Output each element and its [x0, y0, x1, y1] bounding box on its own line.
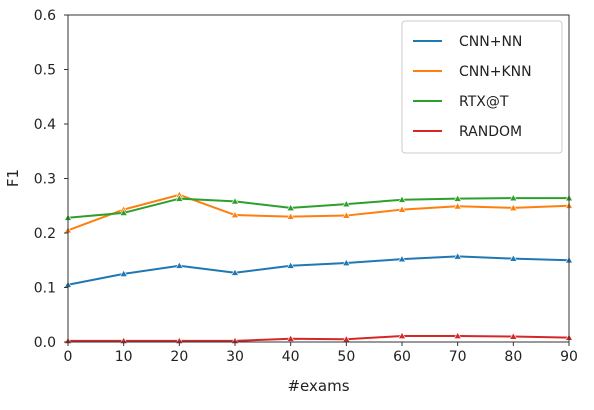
data-point [509, 203, 518, 211]
series-line-random [67, 335, 570, 342]
series-line-rtx-t [67, 197, 570, 219]
legend: CNN+NN CNN+KNN RTX@T RANDOM [401, 20, 563, 154]
data-point [342, 211, 351, 219]
x-tick-label: 90 [560, 349, 578, 365]
x-tick-label: 50 [337, 349, 355, 365]
data-point [230, 210, 240, 219]
x-tick-label: 60 [393, 349, 411, 365]
x-tick-label: 30 [226, 349, 244, 365]
data-point [230, 268, 240, 276]
plot-frame [67, 14, 570, 343]
x-tick-label: 0 [64, 349, 73, 365]
legend-label: RANDOM [459, 124, 522, 140]
data-point [119, 208, 128, 216]
data-point [397, 331, 407, 340]
data-point [509, 193, 518, 202]
legend-item-cnn-knn: CNN+KNN [413, 64, 532, 80]
data-point [175, 261, 184, 269]
legend-label: RTX@T [459, 94, 509, 110]
x-tick-label: 40 [282, 349, 300, 365]
data-point [397, 254, 407, 263]
y-tick-label: 0.3 [34, 172, 56, 188]
series-line-cnn-knn [67, 193, 570, 232]
x-tick-label: 70 [449, 349, 467, 365]
x-axis-label: #exams [287, 377, 349, 395]
legend-label: CNN+KNN [459, 64, 532, 80]
data-point [453, 252, 462, 260]
legend-label: CNN+NN [459, 34, 522, 50]
y-axis-label: F1 [4, 169, 22, 187]
data-point [453, 331, 462, 340]
x-tick-label: 20 [170, 349, 188, 365]
x-tick-label: 10 [115, 349, 133, 365]
data-point [397, 205, 407, 213]
y-tick-label: 0.2 [34, 226, 56, 242]
legend-item-rtx-t: RTX@T [413, 94, 509, 110]
series-line-cnn-nn [67, 255, 570, 286]
y-tick-label: 0.0 [34, 335, 56, 351]
legend-box [401, 20, 563, 154]
data-point [342, 199, 351, 208]
legend-item-random: RANDOM [413, 124, 522, 140]
axes-layer: 0 10 20 30 40 50 60 70 80 90 0.0 0.1 0.2 0.3 0.4 0.5 0.6 [34, 8, 578, 365]
data-point [509, 254, 518, 262]
data-point [286, 334, 295, 342]
series-layer [63, 190, 574, 344]
data-point [397, 195, 407, 203]
series-cnn-nn [63, 252, 574, 288]
data-point [175, 194, 184, 202]
data-point [286, 203, 295, 211]
data-point [509, 332, 518, 340]
data-point [119, 269, 128, 277]
data-point [286, 212, 295, 220]
data-point [286, 261, 295, 269]
y-tick-label: 0.5 [34, 63, 56, 79]
data-point [453, 202, 462, 210]
data-point [453, 194, 462, 202]
legend-item-cnn-nn: CNN+NN [413, 34, 522, 50]
y-tick-label: 0.6 [34, 8, 56, 24]
x-tick-label: 80 [504, 349, 522, 365]
y-tick-label: 0.1 [34, 281, 56, 297]
data-point [230, 197, 240, 205]
data-point [342, 258, 351, 266]
y-tick-label: 0.4 [34, 117, 56, 133]
